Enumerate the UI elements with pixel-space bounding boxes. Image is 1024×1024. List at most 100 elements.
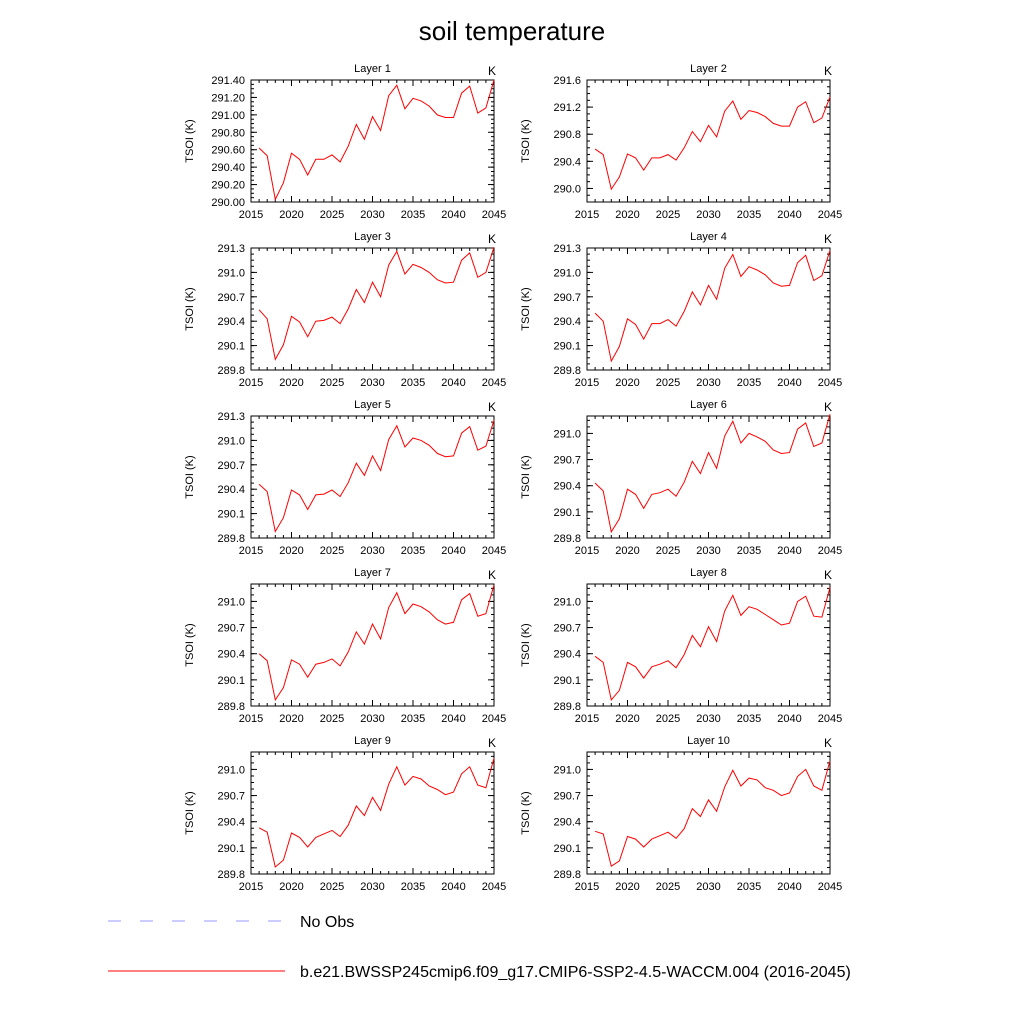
series-line (594, 760, 831, 868)
y-tick-label: 290.7 (217, 292, 245, 304)
y-axis-label: TSOI (K) (520, 119, 532, 162)
x-tick-label: 2020 (615, 881, 639, 893)
y-tick-label: 291.3 (217, 411, 245, 423)
y-tick-label: 291.40 (211, 75, 245, 87)
x-tick-label: 2045 (818, 377, 842, 389)
panel-title: Layer 8 (690, 567, 727, 579)
y-tick-label: 290.40 (211, 162, 245, 174)
series-line (258, 419, 495, 533)
y-axis-label: TSOI (K) (520, 287, 532, 330)
x-tick-label: 2045 (818, 209, 842, 221)
y-tick-label: 291.0 (553, 596, 581, 608)
y-tick-label: 289.8 (217, 533, 245, 545)
plot-frame (586, 751, 831, 875)
x-tick-label: 2015 (239, 881, 263, 893)
x-tick-label: 2020 (615, 209, 639, 221)
legend: No Obs b.e21.BWSSP245cmip6.f09_g17.CMIP6-… (108, 914, 851, 981)
y-tick-label: 291.6 (553, 75, 581, 87)
panel-layer-3: Layer 3 K 2015 2020 2025 2030 2035 2040 2045 289.… (184, 231, 506, 389)
x-tick-label: 2040 (441, 713, 465, 725)
units-label: K (488, 232, 496, 246)
y-tick-label: 290.4 (553, 316, 581, 328)
series-line (258, 79, 495, 201)
x-tick-label: 2040 (777, 545, 801, 557)
x-tick-label: 2030 (696, 881, 720, 893)
x-tick-label: 2025 (656, 377, 680, 389)
panel-title: Layer 2 (690, 63, 727, 75)
y-axis-label: TSOI (K) (520, 791, 532, 834)
x-tick-label: 2030 (696, 377, 720, 389)
y-tick-label: 291.0 (217, 267, 245, 279)
panel-layer-1: Layer 1 K 2015 2020 2025 2030 2035 2040 2045 290.… (184, 63, 506, 221)
y-tick-label: 289.8 (217, 365, 245, 377)
y-tick-label: 291.0 (553, 267, 581, 279)
y-tick-label: 291.3 (217, 243, 245, 255)
x-tick-label: 2025 (656, 545, 680, 557)
x-tick-label: 2040 (441, 377, 465, 389)
y-tick-label: 290.80 (211, 127, 245, 139)
panel-title: Layer 3 (354, 231, 391, 243)
x-tick-label: 2045 (482, 209, 506, 221)
x-tick-label: 2035 (737, 881, 761, 893)
y-axis-label: TSOI (K) (184, 791, 196, 834)
x-tick-label: 2020 (279, 713, 303, 725)
x-tick-label: 2035 (737, 209, 761, 221)
y-tick-label: 289.8 (553, 533, 581, 545)
y-tick-label: 290.7 (553, 292, 581, 304)
y-tick-label: 290.4 (553, 649, 581, 661)
series-line (258, 584, 495, 702)
series-line (258, 247, 495, 361)
x-tick-label: 2020 (279, 545, 303, 557)
y-tick-label: 290.7 (553, 623, 581, 635)
x-tick-label: 2015 (575, 545, 599, 557)
x-tick-label: 2040 (777, 881, 801, 893)
x-tick-label: 2045 (482, 377, 506, 389)
legend-label-2: b.e21.BWSSP245cmip6.f09_g17.CMIP6-SSP2-4… (300, 964, 851, 981)
y-tick-label: 289.8 (553, 869, 581, 881)
panel-title: Layer 6 (690, 399, 727, 411)
plot-frame (586, 247, 831, 371)
units-label: K (824, 400, 832, 414)
y-tick-label: 290.1 (553, 843, 581, 855)
y-tick-label: 290.0 (553, 183, 581, 195)
panel-title: Layer 10 (687, 735, 730, 747)
units-label: K (824, 568, 832, 582)
panel-grid: Layer 1 K 2015 2020 2025 2030 2035 2040 2045 290.… (184, 63, 842, 893)
x-tick-label: 2040 (441, 881, 465, 893)
plot-frame (250, 583, 495, 707)
x-tick-label: 2030 (360, 377, 384, 389)
y-tick-label: 289.8 (553, 701, 581, 713)
y-tick-label: 290.1 (553, 675, 581, 687)
series-line (594, 250, 831, 363)
panel-title: Layer 7 (354, 567, 391, 579)
x-tick-label: 2020 (615, 545, 639, 557)
y-tick-label: 290.1 (217, 509, 245, 521)
panel-title: Layer 5 (354, 399, 391, 411)
units-label: K (824, 232, 832, 246)
y-tick-label: 290.7 (553, 455, 581, 467)
y-tick-label: 290.60 (211, 145, 245, 157)
plot-frame (586, 79, 831, 203)
plot-frame (250, 751, 495, 875)
y-tick-label: 290.1 (217, 341, 245, 353)
x-tick-label: 2015 (575, 377, 599, 389)
panel-layer-7: Layer 7 K 2015 2020 2025 2030 2035 2040 2045 289.… (184, 567, 506, 725)
units-label: K (488, 64, 496, 78)
x-tick-label: 2015 (239, 545, 263, 557)
y-tick-label: 291.3 (553, 243, 581, 255)
plot-frame (586, 583, 831, 707)
series-line (594, 96, 831, 191)
x-tick-label: 2030 (696, 209, 720, 221)
x-tick-label: 2025 (320, 713, 344, 725)
legend-label-1: No Obs (300, 914, 354, 931)
series-line (258, 757, 495, 868)
x-tick-label: 2020 (615, 713, 639, 725)
units-label: K (488, 736, 496, 750)
x-tick-label: 2045 (482, 713, 506, 725)
x-tick-label: 2015 (575, 209, 599, 221)
panel-title: Layer 4 (690, 231, 727, 243)
panel-layer-8: Layer 8 K 2015 2020 2025 2030 2035 2040 2045 289.… (520, 567, 842, 725)
units-label: K (488, 568, 496, 582)
x-tick-label: 2035 (401, 545, 425, 557)
